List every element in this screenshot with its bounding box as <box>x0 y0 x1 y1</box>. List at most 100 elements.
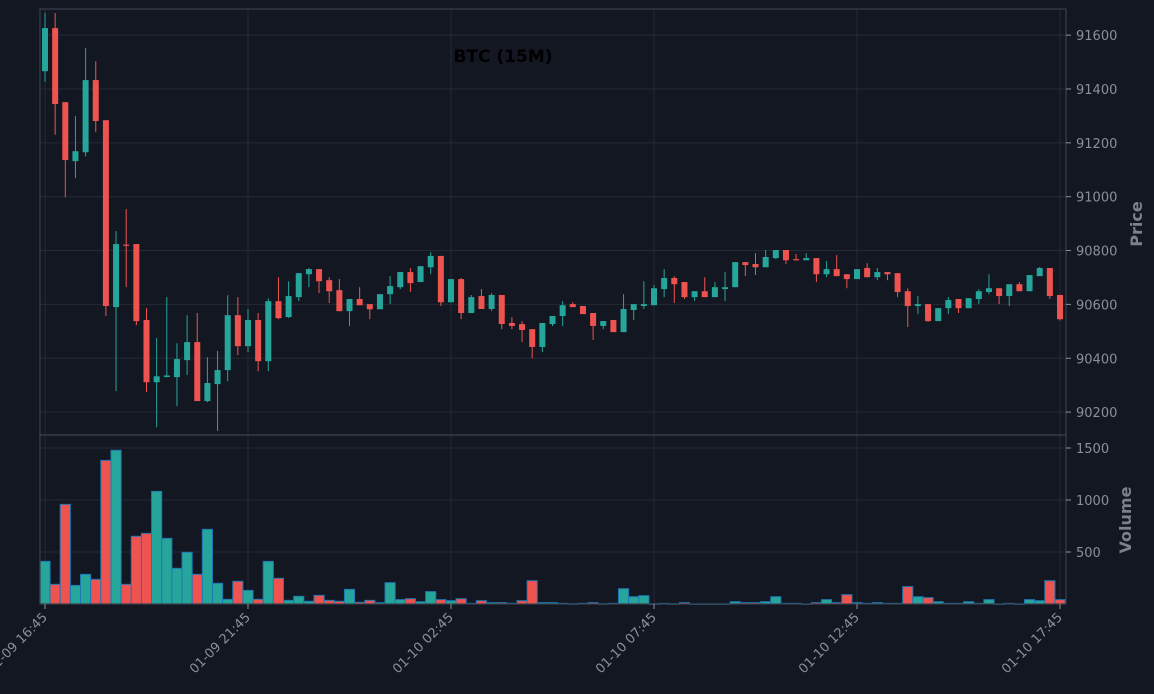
candle-up <box>163 297 170 378</box>
candle-body <box>1036 268 1043 277</box>
candle-up <box>214 350 221 431</box>
candle-body <box>935 308 942 322</box>
volume-bar <box>628 596 640 605</box>
volume-bar <box>161 537 173 605</box>
candle-up <box>305 268 312 288</box>
candle-up <box>874 268 881 281</box>
candle-up <box>153 338 160 428</box>
volume-bar <box>130 535 142 605</box>
candle-up <box>914 296 921 315</box>
candle-body <box>255 320 262 362</box>
candle-body <box>498 294 505 325</box>
candle-up <box>224 295 231 382</box>
volume-bar <box>435 599 447 605</box>
candle-body <box>214 370 221 385</box>
candle-body <box>163 375 170 378</box>
candle-down <box>366 304 373 320</box>
volume-bar <box>69 584 82 605</box>
volume-bar <box>201 528 213 605</box>
volume-bar <box>59 503 71 605</box>
candle-down <box>458 278 465 320</box>
candle-body <box>823 269 830 275</box>
volume-axis: 500 1000 1500 <box>1066 442 1109 561</box>
candle-down <box>52 13 59 135</box>
candle-body <box>803 258 810 261</box>
candle-body <box>752 264 759 268</box>
candle-down <box>925 304 932 322</box>
candle-up <box>640 281 647 309</box>
candle-body <box>945 300 952 309</box>
candle-body <box>234 315 241 347</box>
volume-tick-label: 1000 <box>1076 494 1109 509</box>
candle-body <box>671 278 678 285</box>
candle-body <box>204 383 211 402</box>
grid <box>40 9 1066 604</box>
candle-down <box>884 272 891 281</box>
candle-up <box>387 276 394 305</box>
candle-down <box>782 250 789 265</box>
volume-bar <box>49 583 61 605</box>
candle-body <box>559 305 566 316</box>
candle-down <box>102 120 109 316</box>
candle-down <box>316 269 323 294</box>
volume-bar <box>272 577 285 605</box>
candles <box>42 13 1063 431</box>
candle-body <box>417 266 424 283</box>
candle-up <box>72 116 79 179</box>
candle-body <box>52 28 59 105</box>
candle-down <box>1016 282 1023 292</box>
volume-bar <box>425 591 437 605</box>
candle-up <box>42 13 48 82</box>
candle-down <box>478 289 485 309</box>
candle-body <box>701 291 708 298</box>
volume-bar <box>526 580 538 605</box>
candle-up <box>549 315 556 326</box>
candle-body <box>224 315 231 371</box>
volume-bar <box>820 599 833 605</box>
price-tick-label: 91400 <box>1076 83 1117 98</box>
volume-bar <box>617 588 630 605</box>
candle-up <box>113 231 120 392</box>
candle-body <box>711 287 718 298</box>
candle-body <box>874 272 881 278</box>
candle-up <box>539 322 546 353</box>
candle-body <box>630 304 637 311</box>
volume-bar <box>912 596 924 605</box>
candle-body <box>833 269 840 277</box>
candle-up <box>346 299 353 326</box>
candle-body <box>975 291 982 300</box>
candle-up <box>184 315 191 375</box>
price-axis-label: Price <box>1127 201 1146 247</box>
volume-bar <box>140 532 153 605</box>
price-tick-label: 90400 <box>1076 352 1117 367</box>
candle-body <box>1016 284 1023 292</box>
candle-up <box>204 357 211 403</box>
candle-body <box>640 304 647 307</box>
candle-body <box>579 306 586 315</box>
candle-body <box>955 299 962 309</box>
volume-axis-label: Volume <box>1116 486 1135 553</box>
candle-body <box>1006 284 1013 297</box>
candle-down <box>92 61 99 133</box>
candle-body <box>600 321 607 326</box>
candle-body <box>691 291 698 298</box>
candle-down <box>955 299 962 314</box>
candle-down <box>894 273 901 298</box>
candle-down <box>194 313 201 402</box>
candle-body <box>996 288 1003 297</box>
candle-body <box>376 294 383 310</box>
candle-body <box>610 320 617 333</box>
volume-bar <box>455 598 467 605</box>
candle-up <box>427 252 434 275</box>
candle-up <box>803 253 810 261</box>
candle-up <box>173 343 180 407</box>
candle-body <box>437 255 444 303</box>
candle-body <box>539 322 546 347</box>
candle-down <box>407 268 414 293</box>
volume-tick-label: 500 <box>1076 546 1101 561</box>
volume-bar <box>191 573 203 605</box>
price-tick-label: 91600 <box>1076 29 1117 44</box>
candle-body <box>123 244 130 246</box>
volume-bar <box>313 594 325 605</box>
candle-up <box>965 298 972 309</box>
